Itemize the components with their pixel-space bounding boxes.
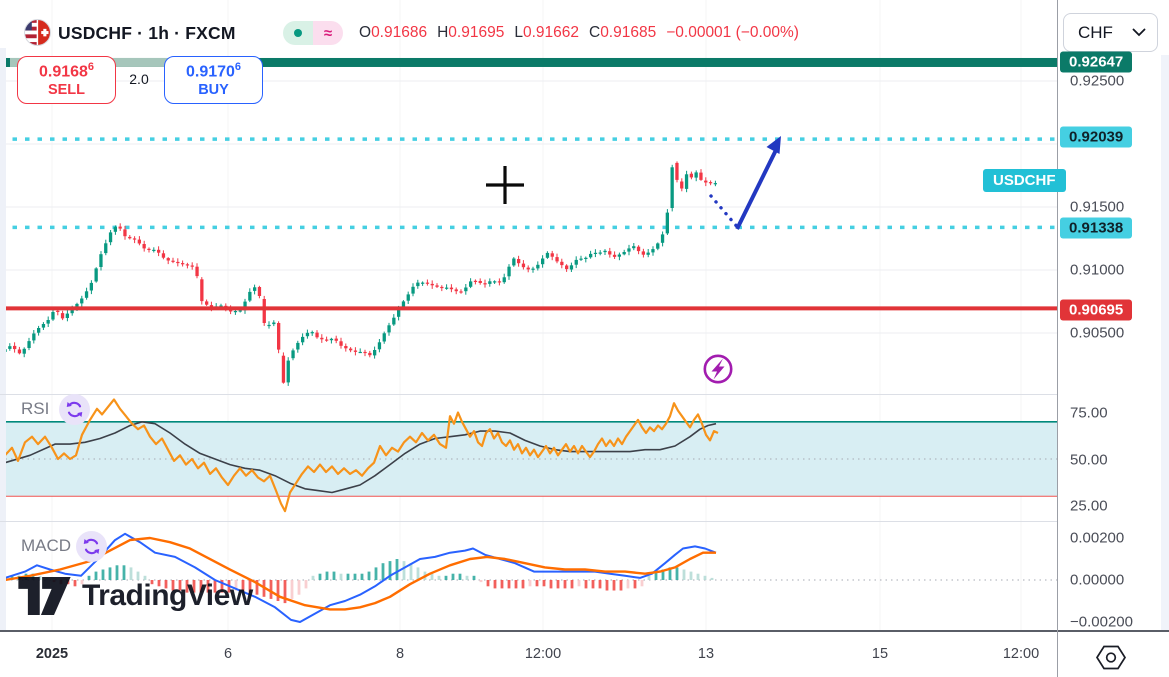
indicator-tick-label: 75.00 xyxy=(1070,404,1108,422)
indicator-tick-label: 0.00200 xyxy=(1070,529,1125,547)
time-tick-label: 12:00 xyxy=(524,646,562,662)
buy-price-fraction: 6 xyxy=(234,61,242,74)
market-open-dot-icon xyxy=(283,21,313,45)
symbol-price-tag: USDCHF xyxy=(983,169,1066,192)
right-edge-strip xyxy=(1161,55,1169,630)
symbol-title[interactable]: USDCHF · 1h · FXCM xyxy=(58,23,236,43)
macd-refresh-icon[interactable] xyxy=(76,531,107,562)
sell-price: 0.9168 xyxy=(38,63,88,81)
currency-value: CHF xyxy=(1078,22,1113,42)
approx-icon: ≈ xyxy=(313,21,343,45)
price-axis-separator xyxy=(1057,0,1058,677)
tradingview-logo-icon xyxy=(18,577,71,615)
price-tick-label: 0.90500 xyxy=(1070,324,1125,342)
time-tick-label: 6 xyxy=(223,646,233,662)
pane-separator-macd xyxy=(0,521,1057,522)
ohlc-item: H0.91695 xyxy=(437,24,505,41)
time-tick-label: 8 xyxy=(395,646,405,662)
sell-button[interactable]: 0.91686 SELL xyxy=(17,56,116,104)
indicator-tick-label: 25.00 xyxy=(1070,497,1108,515)
macd-pane-label[interactable]: MACD xyxy=(21,536,72,555)
buy-label: BUY xyxy=(198,82,229,99)
indicator-tick-label: 50.00 xyxy=(1070,451,1108,469)
macd-axis[interactable]: 0.00200 0.00000 −0.00200 xyxy=(1057,0,1169,640)
sell-price-fraction: 6 xyxy=(87,61,95,74)
symbol-flag-icon xyxy=(24,19,51,46)
chevron-down-icon xyxy=(1132,28,1146,37)
price-tick-label: 0.91000 xyxy=(1070,261,1125,279)
time-tick-label: 12:00 xyxy=(1002,646,1040,662)
hexagon-eye-icon[interactable] xyxy=(1095,644,1127,676)
price-level-label: 0.92039 xyxy=(1060,126,1133,148)
price-change: −0.00001 (−0.00%) xyxy=(666,24,799,41)
tradingview-watermark: TradingView xyxy=(18,577,253,615)
rsi-pane-label[interactable]: RSI xyxy=(21,399,50,418)
sell-label: SELL xyxy=(47,82,86,99)
spread-value: 2.0 xyxy=(129,71,149,87)
currency-selector[interactable]: CHF xyxy=(1063,13,1158,52)
time-tick-label: 15 xyxy=(871,646,889,662)
price-tick-label: 0.92500 xyxy=(1070,72,1125,90)
rsi-axis[interactable]: 75.00 50.00 25.00 xyxy=(1057,0,1169,640)
ohlc-item: C0.91685 xyxy=(588,24,657,41)
pane-separator-rsi xyxy=(0,394,1057,395)
ohlc-item: O0.91686 xyxy=(359,24,428,41)
rsi-refresh-icon[interactable] xyxy=(59,394,90,425)
time-axis-separator xyxy=(0,630,1169,632)
ohlc-item: L0.91662 xyxy=(514,24,579,41)
left-edge-strip xyxy=(0,48,6,630)
tradingview-watermark-text: TradingView xyxy=(82,579,253,612)
buy-price: 0.9170 xyxy=(185,63,235,81)
price-level-label: 0.92647 xyxy=(1060,51,1133,73)
price-tick-label: 0.91500 xyxy=(1070,198,1125,216)
price-axis[interactable]: 0.92647 0.92500 0.92039 0.91500 0.91338 0.910… xyxy=(1057,0,1169,640)
chart-canvas[interactable] xyxy=(0,0,1057,640)
buy-button[interactable]: 0.91706 BUY xyxy=(164,56,263,104)
time-tick-label: 13 xyxy=(697,646,715,662)
price-level-label: 0.90695 xyxy=(1060,299,1133,321)
indicator-tick-label: 0.00000 xyxy=(1070,571,1125,589)
price-level-label: 0.91338 xyxy=(1060,217,1133,239)
time-axis[interactable]: 2025 6 8 12:00 13 15 12:00 xyxy=(0,632,1057,677)
ohlc-readout: O0.91686 H0.91695 L0.91662 C0.91685 −0.00001… xyxy=(359,24,799,42)
indicator-tick-label: −0.00200 xyxy=(1070,613,1133,631)
market-status-pill[interactable]: ≈ xyxy=(283,21,343,45)
time-tick-label: 2025 xyxy=(35,646,69,662)
